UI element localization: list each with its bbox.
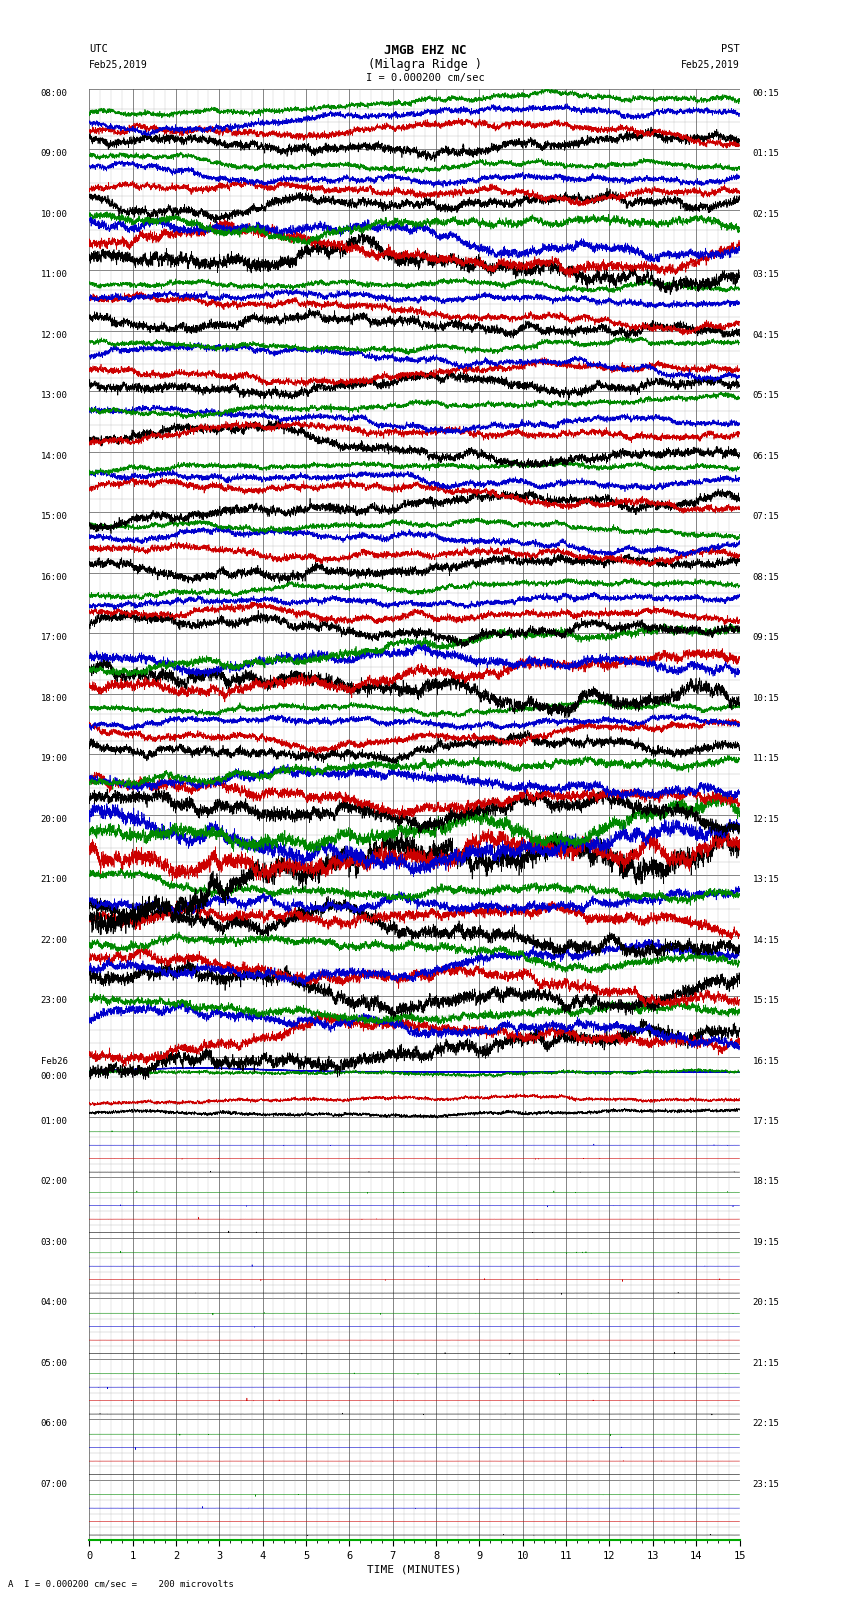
- Text: 20:00: 20:00: [41, 815, 68, 824]
- Text: 00:00: 00:00: [41, 1071, 68, 1081]
- Text: JMGB EHZ NC: JMGB EHZ NC: [383, 44, 467, 56]
- Text: Feb25,2019: Feb25,2019: [89, 60, 148, 69]
- Text: 07:00: 07:00: [41, 1481, 68, 1489]
- Text: 08:15: 08:15: [752, 573, 779, 582]
- Text: 19:15: 19:15: [752, 1239, 779, 1247]
- Text: UTC: UTC: [89, 44, 108, 53]
- Text: (Milagra Ridge ): (Milagra Ridge ): [368, 58, 482, 71]
- Text: 22:15: 22:15: [752, 1419, 779, 1429]
- Text: 14:00: 14:00: [41, 452, 68, 461]
- Text: 05:15: 05:15: [752, 392, 779, 400]
- Text: 12:15: 12:15: [752, 815, 779, 824]
- Text: Feb25,2019: Feb25,2019: [681, 60, 740, 69]
- Text: 23:15: 23:15: [752, 1481, 779, 1489]
- X-axis label: TIME (MINUTES): TIME (MINUTES): [367, 1565, 462, 1574]
- Text: 18:15: 18:15: [752, 1177, 779, 1187]
- Text: 11:00: 11:00: [41, 271, 68, 279]
- Text: 20:15: 20:15: [752, 1298, 779, 1308]
- Text: 03:00: 03:00: [41, 1239, 68, 1247]
- Text: 16:15: 16:15: [752, 1057, 779, 1066]
- Text: 04:15: 04:15: [752, 331, 779, 340]
- Text: 22:00: 22:00: [41, 936, 68, 945]
- Text: 06:00: 06:00: [41, 1419, 68, 1429]
- Text: 01:00: 01:00: [41, 1118, 68, 1126]
- Text: 13:15: 13:15: [752, 876, 779, 884]
- Text: A  I = 0.000200 cm/sec =    200 microvolts: A I = 0.000200 cm/sec = 200 microvolts: [8, 1579, 235, 1589]
- Text: 06:15: 06:15: [752, 452, 779, 461]
- Text: 21:00: 21:00: [41, 876, 68, 884]
- Text: 00:15: 00:15: [752, 89, 779, 98]
- Text: 15:00: 15:00: [41, 513, 68, 521]
- Text: 14:15: 14:15: [752, 936, 779, 945]
- Text: 08:00: 08:00: [41, 89, 68, 98]
- Text: 19:00: 19:00: [41, 755, 68, 763]
- Text: 13:00: 13:00: [41, 392, 68, 400]
- Text: 15:15: 15:15: [752, 997, 779, 1005]
- Text: 17:00: 17:00: [41, 634, 68, 642]
- Text: 05:00: 05:00: [41, 1358, 68, 1368]
- Text: 02:00: 02:00: [41, 1177, 68, 1187]
- Text: I = 0.000200 cm/sec: I = 0.000200 cm/sec: [366, 73, 484, 82]
- Text: 09:00: 09:00: [41, 150, 68, 158]
- Text: 07:15: 07:15: [752, 513, 779, 521]
- Text: 17:15: 17:15: [752, 1118, 779, 1126]
- Text: 01:15: 01:15: [752, 150, 779, 158]
- Text: 09:15: 09:15: [752, 634, 779, 642]
- Text: 10:15: 10:15: [752, 694, 779, 703]
- Text: PST: PST: [721, 44, 740, 53]
- Text: Feb26: Feb26: [41, 1057, 68, 1066]
- Text: 03:15: 03:15: [752, 271, 779, 279]
- Text: 16:00: 16:00: [41, 573, 68, 582]
- Text: 11:15: 11:15: [752, 755, 779, 763]
- Text: 23:00: 23:00: [41, 997, 68, 1005]
- Text: 18:00: 18:00: [41, 694, 68, 703]
- Text: 21:15: 21:15: [752, 1358, 779, 1368]
- Text: 02:15: 02:15: [752, 210, 779, 219]
- Text: 10:00: 10:00: [41, 210, 68, 219]
- Text: 12:00: 12:00: [41, 331, 68, 340]
- Text: 04:00: 04:00: [41, 1298, 68, 1308]
